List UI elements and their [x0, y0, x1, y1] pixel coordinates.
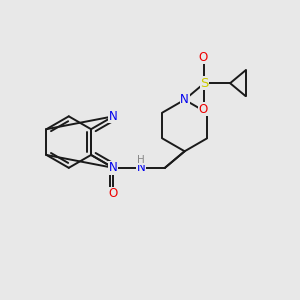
- Text: O: O: [199, 103, 208, 116]
- Text: O: O: [199, 51, 208, 64]
- Text: N: N: [137, 161, 146, 174]
- Text: N: N: [109, 161, 118, 174]
- Text: N: N: [180, 93, 189, 106]
- Text: N: N: [109, 110, 118, 123]
- Text: H: H: [137, 155, 145, 165]
- Text: O: O: [109, 187, 118, 200]
- Text: S: S: [200, 77, 208, 90]
